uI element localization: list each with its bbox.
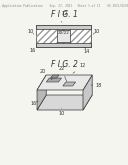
Text: 20/22: 20/22 (57, 31, 69, 35)
Text: 16: 16 (31, 101, 38, 106)
Polygon shape (51, 75, 59, 78)
Polygon shape (37, 75, 46, 110)
Text: 22: 22 (58, 66, 67, 81)
Text: 16: 16 (30, 47, 39, 53)
Text: 18: 18 (91, 83, 102, 88)
Text: 20: 20 (40, 69, 52, 80)
Text: 10: 10 (28, 29, 34, 34)
FancyBboxPatch shape (36, 25, 91, 47)
FancyBboxPatch shape (36, 25, 91, 29)
Text: 14: 14 (83, 47, 89, 54)
Text: F I G. 2: F I G. 2 (51, 60, 77, 69)
Polygon shape (37, 75, 92, 90)
Text: F I G. 1: F I G. 1 (51, 10, 77, 19)
Polygon shape (63, 82, 76, 86)
Text: 12: 12 (73, 63, 86, 73)
FancyBboxPatch shape (36, 43, 91, 47)
Polygon shape (46, 78, 62, 82)
Text: Patent Application Publication    Sep. 27, 2011   Sheet 1 of 11    US 2011/02368: Patent Application Publication Sep. 27, … (0, 4, 128, 8)
Polygon shape (83, 75, 92, 110)
Polygon shape (37, 95, 92, 110)
Text: 10: 10 (58, 108, 65, 116)
Text: 10: 10 (93, 29, 100, 34)
FancyBboxPatch shape (57, 30, 70, 42)
Text: 12: 12 (61, 11, 68, 22)
